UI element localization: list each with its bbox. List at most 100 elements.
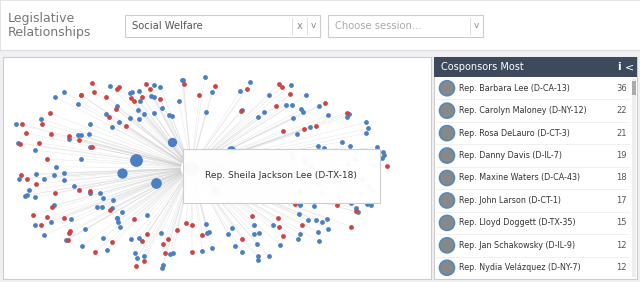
Point [59,89,69,94]
Point [337,140,347,144]
Point [104,115,114,120]
Text: 15: 15 [616,218,627,227]
Point [80,227,90,232]
Point [281,102,291,107]
Point [125,96,136,100]
Point [139,112,149,117]
Point [163,236,173,241]
Point [114,120,124,124]
Point [157,263,168,267]
Point [268,223,278,228]
FancyBboxPatch shape [125,15,320,37]
Point [264,93,275,97]
Point [51,164,61,169]
Point [24,188,34,192]
Point [132,255,143,260]
Point [351,149,361,153]
Point [225,147,236,152]
Point [64,134,74,138]
Point [111,107,122,111]
Point [197,249,207,254]
Point [117,210,127,215]
Point [141,82,151,87]
Point [305,125,315,129]
Point [310,217,321,222]
Point [134,236,144,240]
Point [74,138,84,142]
Point [42,157,52,161]
Point [31,171,41,176]
Text: v: v [310,21,316,30]
Point [106,84,116,89]
Point [249,232,259,236]
Point [245,80,255,85]
Point [253,230,264,235]
Text: i: i [617,62,621,72]
Point [253,254,263,258]
Point [382,164,392,169]
Point [353,210,364,215]
Point [378,150,388,154]
Point [323,113,333,118]
Point [357,177,367,181]
FancyBboxPatch shape [0,0,640,50]
Point [181,220,191,225]
Point [101,95,111,100]
Point [364,126,374,131]
Point [292,132,302,136]
Point [133,89,143,93]
Point [369,162,379,167]
Point [76,133,86,138]
Point [47,204,58,209]
Point [237,250,247,254]
Point [160,251,170,255]
Circle shape [440,238,454,253]
Point [61,238,71,243]
Point [313,230,323,234]
Point [168,251,178,255]
Point [131,264,141,268]
Text: 36: 36 [616,84,627,93]
Point [298,110,308,114]
Point [246,213,257,218]
Point [275,243,285,247]
Point [31,182,41,186]
Point [147,94,157,98]
Point [34,140,44,145]
Point [100,112,111,116]
Point [200,75,210,80]
Point [252,242,262,246]
Text: 19: 19 [616,151,627,160]
FancyBboxPatch shape [632,79,636,277]
Point [125,116,135,121]
Point [129,217,139,221]
Point [37,121,47,126]
Point [133,108,143,113]
Point [294,212,304,217]
Point [30,195,40,199]
Text: Rep. Nydia Velázquez (D-NY-7): Rep. Nydia Velázquez (D-NY-7) [459,263,580,272]
Point [136,239,147,244]
Point [131,158,141,162]
Point [201,222,211,226]
Point [341,111,351,115]
Point [86,81,97,85]
Point [271,104,282,109]
Point [361,131,371,136]
Point [237,108,247,113]
FancyBboxPatch shape [632,81,636,95]
Point [296,107,307,112]
Point [72,133,83,138]
Point [195,93,205,98]
Point [92,205,102,210]
Text: Rep. Rosa DeLauro (D-CT-3): Rep. Rosa DeLauro (D-CT-3) [459,129,570,138]
Point [89,90,99,94]
Point [127,90,137,95]
Text: Relationships: Relationships [8,26,92,39]
Point [134,117,144,122]
Point [139,254,149,258]
Point [290,202,300,207]
Point [42,215,52,220]
Point [248,222,259,227]
Point [346,201,356,205]
